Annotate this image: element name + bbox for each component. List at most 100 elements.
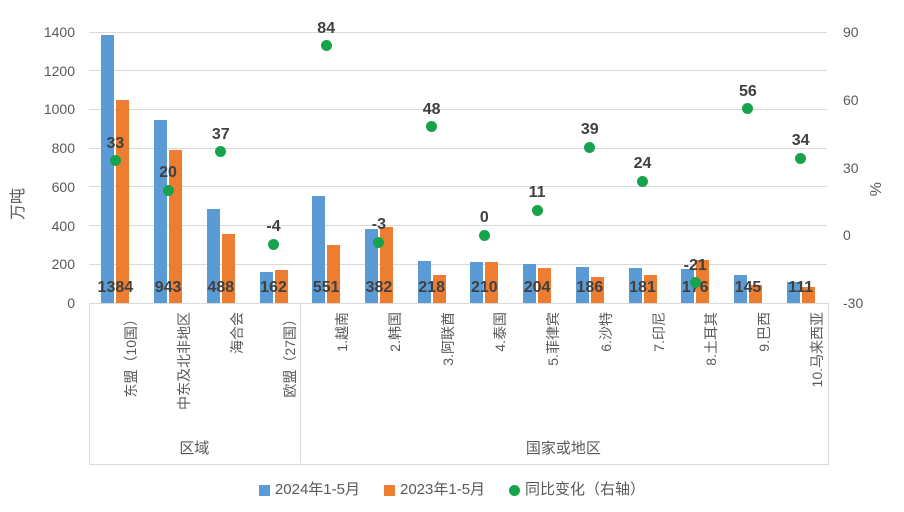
- right-axis-tick: 30: [843, 159, 859, 176]
- left-axis-tick: 1400: [43, 24, 75, 40]
- yoy-change-dot: [795, 152, 807, 164]
- bar-2023: [221, 234, 235, 303]
- yoy-change-label: 33: [106, 134, 125, 152]
- yoy-change-dot: [109, 155, 121, 167]
- category-label: 1.越南: [334, 312, 351, 352]
- gridline: [89, 225, 827, 227]
- bar-2024: [312, 196, 326, 303]
- bar-2023: [116, 99, 130, 303]
- right-axis-tick: 0: [843, 227, 851, 244]
- gridline: [89, 108, 827, 110]
- bar-value-label: 111: [788, 279, 814, 296]
- category-label: 4.泰国: [492, 312, 509, 352]
- gridline: [89, 263, 827, 265]
- yoy-change-dot: [268, 238, 279, 250]
- yoy-change-label: -4: [266, 218, 281, 236]
- bar-2024: [575, 266, 589, 303]
- bar-value-label: 204: [523, 279, 551, 296]
- gridline: [89, 70, 827, 72]
- bar-2024: [786, 281, 800, 303]
- bar-2024: [523, 263, 537, 303]
- category-label: 3.阿联酋: [439, 312, 456, 366]
- bar-2023: [748, 284, 762, 303]
- axis-group-label: 区域: [179, 440, 210, 457]
- yoy-change-label: 48: [422, 100, 441, 118]
- bar-2023: [274, 270, 288, 303]
- bar-value-label: 210: [470, 279, 498, 296]
- category-label: 欧盟（27国）: [281, 312, 298, 398]
- category-label: 5.菲律宾: [545, 312, 562, 366]
- bar-2024: [154, 120, 168, 303]
- axis-group-label: 国家或地区: [525, 440, 601, 457]
- category-label: 7.印尼: [650, 312, 667, 352]
- yoy-change-label: 39: [580, 121, 599, 139]
- bar-value-label: 551: [312, 279, 340, 296]
- left-axis-tick: 1200: [43, 62, 75, 79]
- bar-2023: [432, 274, 446, 303]
- yoy-change-dot: [373, 236, 385, 248]
- right-axis-tick: 90: [843, 24, 859, 40]
- category-label: 东盟（10国）: [123, 312, 140, 398]
- category-axis-box: [89, 303, 829, 465]
- yoy-change-dot: [162, 184, 174, 196]
- yoy-change-label: -21: [683, 256, 707, 274]
- bar-2023: [327, 245, 341, 303]
- bar-2023: [643, 274, 657, 303]
- bar-value-label: 145: [734, 279, 762, 296]
- bar-value-label: 181: [629, 279, 656, 296]
- bar-value-label: 1384: [97, 279, 134, 296]
- category-label: 6.沙特: [597, 312, 614, 352]
- yoy-change-dot: [531, 204, 543, 216]
- yoy-change-dot: [478, 229, 490, 241]
- legend-square-marker: [258, 484, 270, 496]
- bar-2024: [470, 262, 484, 303]
- yoy-change-label: 0: [479, 209, 489, 227]
- yoy-change-label: 20: [159, 164, 177, 182]
- bar-2024: [101, 35, 115, 303]
- gridline: [89, 147, 827, 149]
- right-axis-tick: -30: [843, 295, 864, 311]
- category-label: 2.韩国: [386, 312, 403, 352]
- yoy-change-dot: [689, 277, 701, 289]
- legend-circle-marker: [509, 484, 521, 496]
- category-label: 中东及北非地区: [176, 312, 193, 410]
- bar-value-label: 382: [365, 279, 393, 296]
- right-axis-tick: 60: [843, 91, 859, 108]
- yoy-change-label: 37: [211, 125, 230, 143]
- yoy-change-dot: [320, 40, 332, 52]
- legend-label: 2023年1-5月: [399, 481, 486, 498]
- legend-item[interactable]: 2024年1-5月: [258, 481, 360, 499]
- bar-2024: [417, 260, 431, 303]
- left-axis-tick: 0: [67, 295, 75, 311]
- yoy-change-label: 34: [791, 132, 810, 150]
- bar-2023: [538, 267, 552, 303]
- yoy-change-label: 56: [739, 82, 757, 100]
- yoy-change-label: -3: [371, 216, 387, 234]
- bar-2023: [485, 262, 499, 303]
- category-group-divider: [300, 303, 301, 463]
- bar-2023: [379, 226, 393, 303]
- category-label: 8.土耳其: [703, 312, 720, 366]
- left-axis-tick: 800: [51, 140, 75, 157]
- left-axis-tick: 1000: [43, 101, 75, 118]
- bar-2023: [801, 286, 815, 303]
- legend-item[interactable]: 2023年1-5月: [383, 481, 486, 499]
- legend-label: 2024年1-5月: [274, 481, 360, 498]
- legend: 2024年1-5月 2023年1-5月 同比变化（右轴）: [0, 481, 904, 499]
- left-axis-tick: 400: [51, 217, 75, 234]
- right-axis-title: %: [868, 182, 885, 197]
- yoy-change-label: 24: [633, 155, 652, 173]
- category-label: 海合会: [228, 312, 245, 354]
- bar-2023: [590, 277, 604, 303]
- bar-value-label: 162: [260, 279, 287, 296]
- legend-item[interactable]: 同比变化（右轴）: [509, 481, 645, 499]
- bar-2023: [696, 260, 710, 303]
- yoy-change-dot: [215, 146, 227, 158]
- gridline: [89, 31, 827, 33]
- bar-2024: [628, 267, 642, 303]
- bar-value-label: 186: [576, 279, 604, 296]
- bar-2024: [364, 229, 378, 303]
- category-label: 9.巴西: [755, 312, 772, 352]
- bar-2024: [733, 274, 747, 303]
